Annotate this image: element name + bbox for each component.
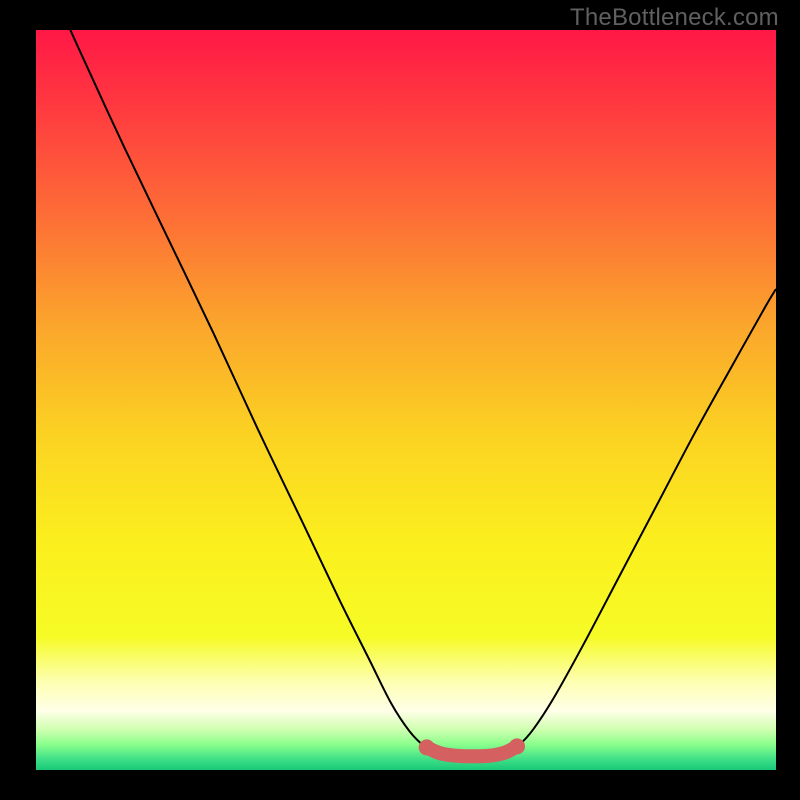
watermark-text: TheBottleneck.com: [570, 4, 779, 32]
bottleneck-curve-chart: [36, 30, 776, 770]
highlight-endpoint-0: [419, 739, 435, 755]
plot-area: [36, 30, 776, 770]
gradient-background: [36, 30, 776, 770]
highlight-endpoint-1: [509, 738, 525, 754]
